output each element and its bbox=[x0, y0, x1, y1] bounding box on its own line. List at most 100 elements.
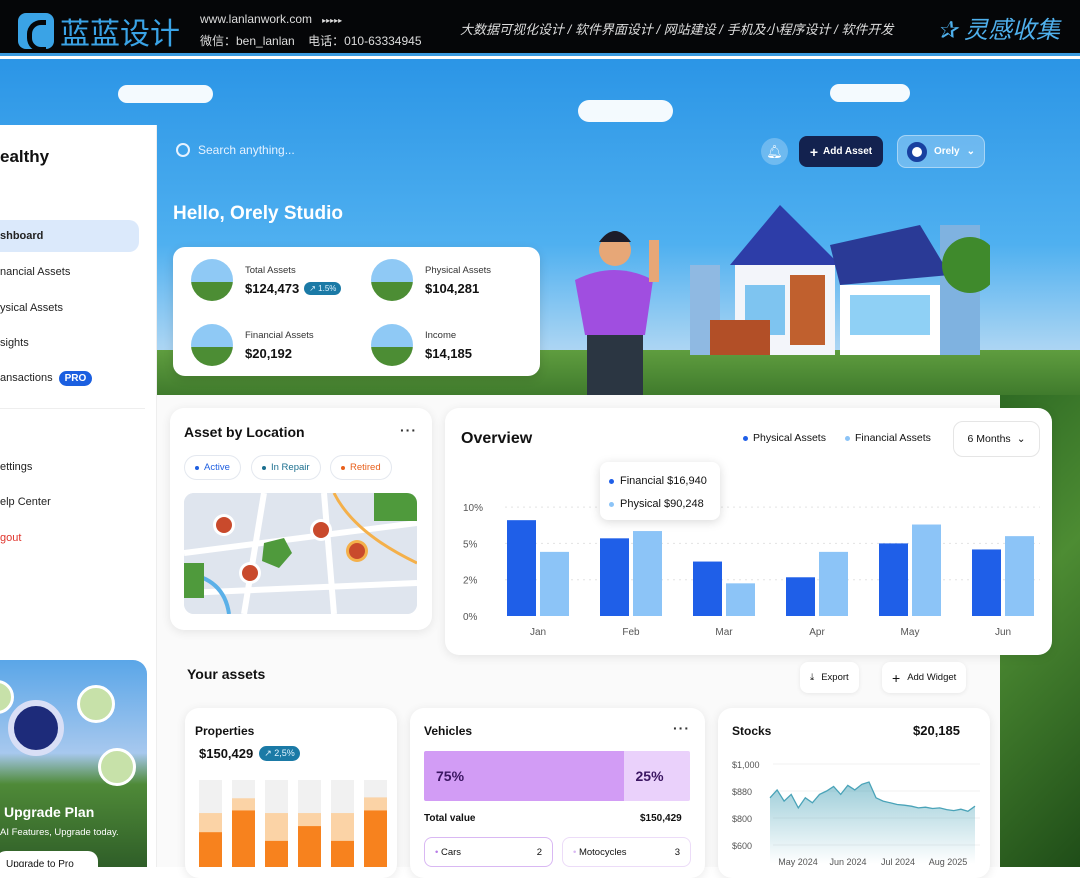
total-value: $150,429 bbox=[640, 813, 682, 824]
divider bbox=[0, 408, 145, 409]
sidebar-item-dashboard[interactable]: shboard bbox=[0, 220, 139, 252]
legend-dot-icon bbox=[845, 435, 850, 441]
sidebar-item-logout[interactable]: gout bbox=[0, 532, 22, 544]
change-badge: ↗ 2,5% bbox=[259, 746, 300, 761]
chip-retired[interactable]: Retired bbox=[330, 455, 392, 480]
y-tick-label: $1,000 bbox=[732, 760, 760, 770]
banner-logo: 蓝蓝设计 bbox=[18, 9, 180, 53]
y-tick-label: 2% bbox=[463, 576, 478, 587]
upgrade-card: Upgrade Plan AI Features, Upgrade today.… bbox=[0, 660, 147, 867]
chip-cars[interactable]: • Cars 2 bbox=[424, 837, 553, 867]
upgrade-button[interactable]: Upgrade to Pro bbox=[0, 851, 98, 867]
bar-financial-assets bbox=[633, 531, 662, 616]
y-tick-label: 5% bbox=[463, 539, 478, 550]
search-input[interactable]: Search anything... bbox=[176, 143, 295, 157]
export-button[interactable]: ⤓ Export bbox=[800, 662, 859, 693]
add-widget-button[interactable]: + Add Widget bbox=[882, 662, 967, 693]
x-tick-label: Feb bbox=[622, 627, 640, 638]
vehicles-title: Vehicles bbox=[424, 724, 473, 738]
sidebar-item-help-center[interactable]: elp Center bbox=[0, 496, 51, 508]
map-pin-icon[interactable] bbox=[239, 562, 261, 584]
chart-tooltip: Financial $16,940 Physical $90,248 bbox=[600, 462, 720, 520]
properties-title: Properties bbox=[195, 724, 255, 738]
banner-services: 大数据可视化设计 / 软件界面设计 / 网站建设 / 手机及小程序设计 / 软件… bbox=[460, 22, 894, 37]
more-icon[interactable]: ··· bbox=[400, 422, 417, 438]
upgrade-subtitle: AI Features, Upgrade today. bbox=[0, 827, 119, 838]
user-menu[interactable]: Orely ⌄ bbox=[897, 135, 985, 168]
arrows-icon: ▸▸▸▸▸ bbox=[322, 16, 343, 25]
period-select[interactable]: 6 Months ⌄ bbox=[953, 421, 1040, 457]
sidebar-item-settings[interactable]: ettings bbox=[0, 461, 33, 473]
location-map[interactable] bbox=[184, 493, 417, 614]
download-icon: ⤓ bbox=[810, 672, 815, 683]
legend-dot-icon bbox=[743, 435, 748, 441]
bar-financial-assets bbox=[1005, 536, 1034, 616]
avatar bbox=[907, 141, 927, 162]
chevron-down-icon: ⌄ bbox=[966, 146, 975, 157]
chip-in-repair[interactable]: In Repair bbox=[251, 455, 321, 480]
more-icon[interactable]: ··· bbox=[673, 720, 690, 736]
cloud bbox=[118, 85, 213, 103]
stocks-chart: $600 $800 $880 $1,000 May 2024 Jun 2024 Jul 20… bbox=[732, 760, 980, 867]
page-title: Hello, Orely Studio bbox=[173, 203, 343, 224]
upgrade-title: Upgrade Plan bbox=[4, 804, 95, 820]
star-icon: ✰ bbox=[937, 17, 958, 44]
property-bar bbox=[199, 832, 222, 867]
overview-chart: 0% 2% 5% 10% Jan Feb Mar Apr May Jun bbox=[463, 503, 1040, 638]
total-assets-icon bbox=[191, 259, 233, 301]
robot-icon bbox=[8, 700, 64, 756]
chip-motocycles[interactable]: • Motocycles 3 bbox=[562, 837, 691, 867]
x-tick-label: Jun 2024 bbox=[829, 857, 866, 867]
house-bubble-icon bbox=[77, 685, 115, 723]
map-pin-icon[interactable] bbox=[310, 519, 332, 541]
chevron-down-icon: ⌄ bbox=[1016, 433, 1026, 445]
sidebar-item-insights[interactable]: sights bbox=[0, 337, 29, 349]
split-motorcycles: 25% bbox=[623, 751, 690, 801]
bar-physical-assets bbox=[972, 549, 1001, 616]
bar-physical-assets bbox=[693, 561, 722, 616]
dot-icon bbox=[609, 478, 614, 484]
x-tick-label: Jun bbox=[995, 627, 1011, 638]
property-bar bbox=[265, 840, 288, 867]
bar-financial-assets bbox=[540, 551, 569, 616]
x-tick-label: Apr bbox=[809, 627, 825, 638]
bar-physical-assets bbox=[507, 520, 536, 616]
map-pin-icon[interactable] bbox=[346, 540, 368, 562]
house-illustration bbox=[690, 205, 990, 355]
cloud bbox=[830, 84, 910, 102]
financial-assets-icon bbox=[191, 324, 233, 366]
sidebar-item-financial-assets[interactable]: nancial Assets bbox=[0, 266, 71, 278]
plus-icon: + bbox=[892, 669, 901, 686]
dot-icon: • bbox=[573, 846, 579, 858]
change-badge: ↗ 1.5% bbox=[304, 281, 342, 295]
properties-value: $150,429 bbox=[199, 746, 254, 761]
location-title: Asset by Location bbox=[184, 424, 305, 440]
income-icon bbox=[371, 324, 413, 366]
plus-icon: + bbox=[809, 143, 819, 160]
sidebar-item-transactions[interactable]: ansactions PRO bbox=[0, 362, 139, 394]
physical-assets-icon bbox=[371, 259, 413, 301]
add-asset-button[interactable]: + Add Asset bbox=[799, 136, 883, 167]
dot-icon bbox=[341, 465, 345, 470]
stat-physical-assets: Physical Assets $104,281 bbox=[371, 259, 491, 301]
y-tick-label: $800 bbox=[732, 814, 752, 824]
logo-mark-icon bbox=[18, 13, 54, 52]
overview-title: Overview bbox=[461, 430, 533, 447]
stocks-area bbox=[770, 782, 975, 864]
x-tick-label: May 2024 bbox=[778, 857, 818, 867]
property-bar bbox=[298, 826, 321, 867]
bar-financial-assets bbox=[819, 551, 848, 616]
legend-financial: Financial Assets bbox=[845, 432, 931, 444]
notification-button[interactable]: 🔔︎ bbox=[761, 138, 788, 165]
dot-icon bbox=[609, 501, 614, 507]
top-banner: 蓝蓝设计 www.lanlanwork.com ▸▸▸▸▸ 微信：ben_lan… bbox=[0, 0, 1080, 56]
dot-icon: • bbox=[435, 846, 441, 858]
person-illustration bbox=[575, 231, 659, 396]
y-tick-label: 0% bbox=[463, 612, 478, 623]
phone: 电话：010-63334945 bbox=[308, 34, 422, 48]
sidebar-item-physical-assets[interactable]: ysical Assets bbox=[0, 302, 63, 314]
y-tick-label: 10% bbox=[463, 503, 483, 514]
chip-active[interactable]: Active bbox=[184, 455, 241, 480]
property-bar bbox=[364, 810, 387, 867]
map-pin-icon[interactable] bbox=[213, 514, 235, 536]
